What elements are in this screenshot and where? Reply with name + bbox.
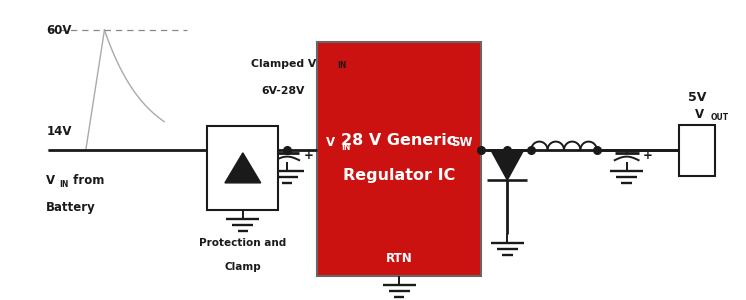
Text: OUT: OUT (710, 113, 728, 122)
Text: 14V: 14V (46, 125, 72, 139)
Text: V: V (326, 136, 335, 149)
Text: 60V: 60V (46, 23, 72, 37)
Text: IN: IN (341, 142, 351, 152)
Bar (207, 126, 278, 210)
Polygon shape (225, 153, 261, 183)
Text: Protection and: Protection and (199, 238, 286, 248)
Polygon shape (491, 150, 524, 180)
Text: +: + (643, 149, 653, 162)
Text: Clamped V: Clamped V (251, 59, 316, 69)
Text: IN: IN (60, 180, 69, 189)
Bar (679, 124, 715, 176)
Text: +: + (304, 149, 313, 162)
Text: V: V (695, 107, 703, 121)
Text: V: V (46, 173, 55, 187)
Text: 6V-28V: 6V-28V (262, 86, 305, 96)
Text: from: from (69, 173, 104, 187)
Text: SW: SW (451, 136, 472, 149)
Text: Clamp: Clamp (225, 262, 261, 272)
Text: Regulator IC: Regulator IC (343, 168, 455, 183)
Text: 28 V Generic: 28 V Generic (342, 133, 457, 148)
Text: Battery: Battery (46, 200, 96, 214)
Text: 5V: 5V (688, 91, 706, 104)
Text: IN: IN (337, 61, 347, 70)
Bar (317, 42, 481, 276)
Text: RTN: RTN (386, 251, 413, 265)
